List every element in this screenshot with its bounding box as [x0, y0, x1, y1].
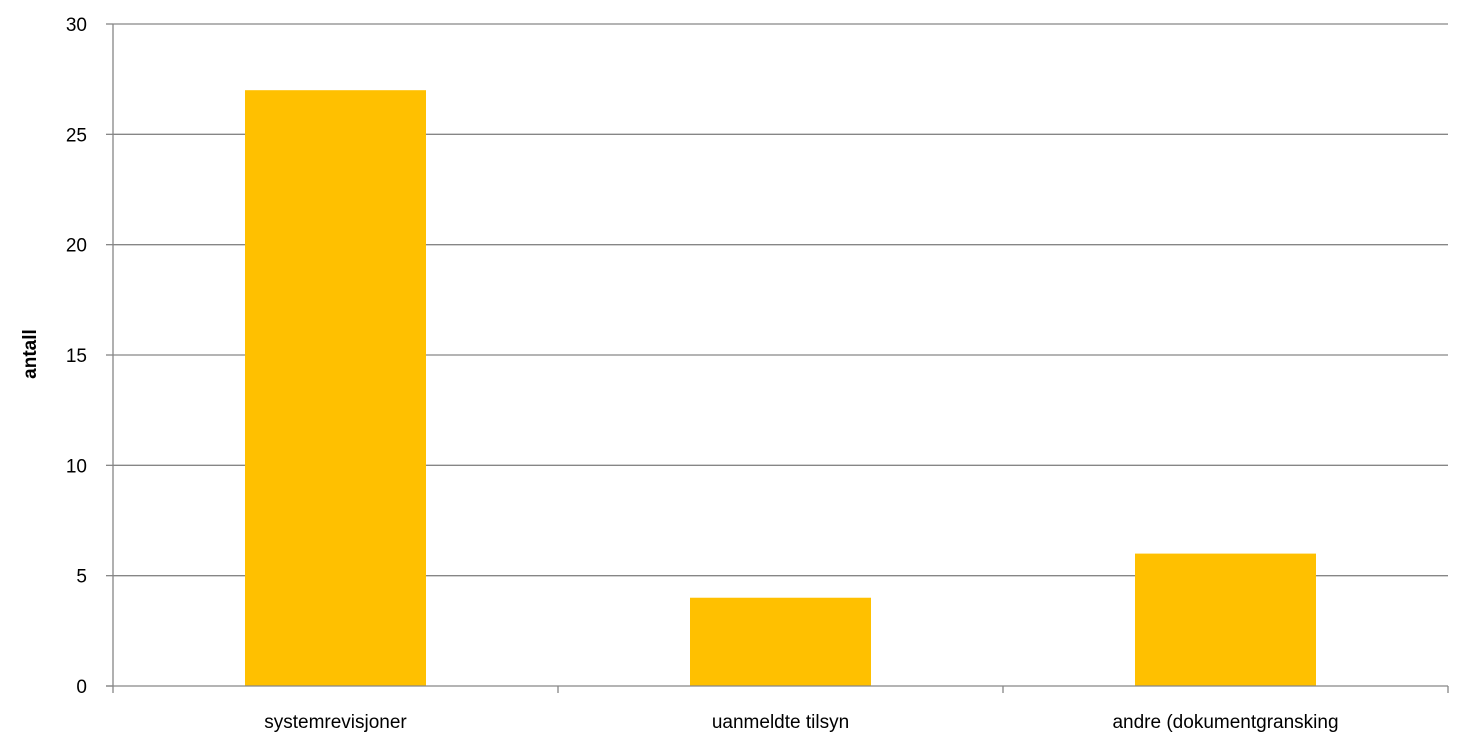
- y-tick-label: 0: [76, 677, 87, 698]
- x-tick-label: uanmeldte tilsyn: [712, 712, 849, 733]
- y-tick-labels: 0 5 10 15 20 25 30: [66, 15, 87, 698]
- axes: [106, 23, 1449, 693]
- y-tick-label: 10: [66, 456, 87, 477]
- y-tick-label: 30: [66, 15, 87, 36]
- x-tick-label: systemrevisjoner: [264, 712, 407, 733]
- bar-1: [245, 90, 426, 686]
- bar-3: [1135, 553, 1316, 686]
- y-tick-label: 5: [76, 567, 87, 588]
- y-axis-title: antall: [20, 329, 41, 379]
- y-tick-label: 25: [66, 125, 87, 146]
- y-tick-label: 20: [66, 236, 87, 257]
- bar-2: [690, 597, 871, 686]
- x-tick-labels: systemrevisjoner uanmeldte tilsyn andre (d…: [264, 712, 1338, 733]
- x-tick-label: andre (dokumentgransking: [1112, 712, 1338, 733]
- y-tick-label: 15: [66, 346, 87, 367]
- bars: [245, 90, 1316, 686]
